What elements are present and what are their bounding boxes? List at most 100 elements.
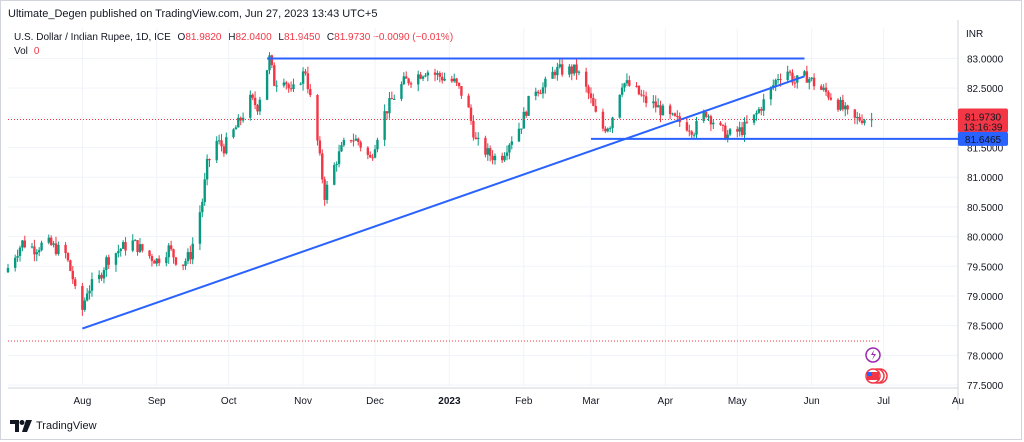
candle-body: [249, 94, 252, 118]
candle-body: [836, 99, 840, 110]
candle-body: [788, 71, 792, 73]
change-value: −0.0090 (−0.01%): [373, 32, 454, 43]
candle-body: [644, 96, 648, 104]
candle-body: [534, 91, 537, 96]
candle-body: [654, 101, 657, 108]
time-tick-label: Nov: [294, 396, 312, 407]
candle-body: [232, 129, 235, 138]
candle-body: [117, 251, 120, 254]
candle-body: [153, 260, 156, 264]
candle-body: [239, 117, 242, 121]
candle-body: [417, 74, 420, 85]
candle-body: [858, 116, 861, 121]
candle-body: [57, 244, 60, 254]
candle-body: [174, 257, 178, 265]
candle-body: [522, 111, 525, 129]
candle-body: [544, 78, 547, 88]
candle-body: [256, 105, 259, 112]
candle-body: [846, 105, 849, 110]
candle-body: [33, 246, 36, 255]
candle-body: [273, 65, 276, 86]
candle-body: [23, 240, 26, 248]
price-tick-label: 79.0000: [967, 292, 1004, 303]
candle-body: [779, 79, 782, 81]
close-label: C: [326, 32, 335, 43]
candle-body: [441, 76, 444, 81]
candle-body: [321, 153, 324, 180]
candle-body: [491, 155, 494, 161]
candle-body: [620, 87, 624, 95]
candle-body: [251, 94, 254, 98]
candle-body: [570, 66, 573, 74]
candle-body: [136, 240, 139, 252]
candle-body: [268, 55, 271, 71]
candle-body: [289, 88, 293, 90]
candle-body: [354, 138, 358, 141]
candle-body: [69, 260, 72, 271]
candle-body: [769, 87, 773, 100]
candle-body: [148, 250, 151, 257]
volume-legend: Vol 0: [14, 46, 39, 57]
candle-body: [757, 109, 761, 113]
price-tick-label: 81.0000: [967, 173, 1004, 184]
candle-body: [335, 164, 338, 166]
candle-body: [105, 257, 108, 270]
candle-body: [786, 71, 789, 81]
candle-body: [808, 79, 811, 83]
candle-body: [457, 82, 461, 87]
candle-body: [318, 140, 322, 154]
time-tick-label: Sep: [148, 396, 166, 407]
candle-body: [560, 64, 564, 75]
candle-body: [827, 92, 830, 98]
candle-body: [469, 107, 473, 121]
candle-body: [453, 78, 456, 82]
candle-body: [829, 97, 833, 100]
candle-body: [265, 70, 269, 100]
candle-body: [54, 243, 58, 254]
price-tick-label: 77.5000: [967, 381, 1004, 392]
candle-body: [220, 140, 223, 147]
time-tick-label: Oct: [221, 396, 237, 407]
candle-body: [285, 82, 288, 85]
candle-body: [292, 84, 295, 90]
candle-body: [253, 97, 257, 106]
candle-body: [325, 184, 329, 200]
candle-body: [584, 71, 588, 87]
candle-body: [169, 245, 173, 250]
candle-body: [433, 72, 437, 75]
candle-body: [661, 105, 665, 116]
candle-body: [369, 154, 372, 158]
candle-body: [762, 99, 765, 111]
candle-body: [745, 121, 749, 123]
candle-body: [83, 300, 86, 310]
candle-body: [309, 89, 312, 96]
price-tick-label: 80.0000: [967, 233, 1004, 244]
candle-body: [181, 264, 185, 266]
price-tick-label: 79.5000: [967, 262, 1004, 273]
candle-body: [712, 122, 715, 125]
candle-body: [793, 82, 797, 84]
candle-body: [337, 151, 341, 165]
price-tick-label: 81.5000: [967, 144, 1004, 155]
price-tick-label: 78.5000: [967, 322, 1004, 333]
candle-body: [222, 146, 226, 154]
candle-body: [486, 148, 489, 155]
high-label: H: [228, 32, 236, 43]
candle-body: [421, 76, 425, 79]
brand-name: TradingView: [36, 420, 97, 432]
last-price-badge: [958, 108, 1008, 133]
candle-body: [690, 131, 693, 135]
candle-body: [604, 128, 607, 132]
candle-body: [702, 112, 705, 121]
candle-body: [637, 85, 641, 95]
candle-body: [371, 157, 374, 159]
candle-body: [688, 130, 691, 132]
candle-body: [553, 71, 557, 76]
candle-body: [484, 137, 487, 155]
candle-body: [623, 83, 626, 88]
countdown-text: 13:16:39: [964, 122, 1003, 133]
price-tick-label: 78.0000: [967, 351, 1004, 362]
candle-body: [150, 256, 154, 261]
